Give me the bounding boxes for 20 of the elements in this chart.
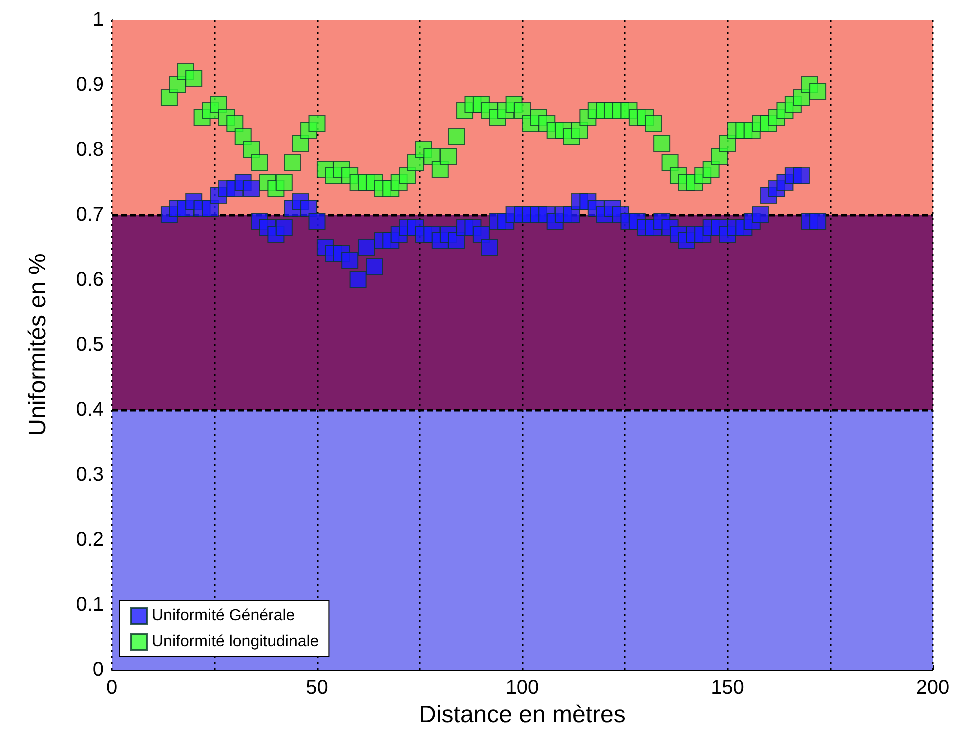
y-tick-label: 0.8 bbox=[76, 139, 104, 161]
x-tick-label: 0 bbox=[106, 677, 118, 699]
y-tick-label: 0.7 bbox=[76, 204, 104, 226]
y-tick-label: 0 bbox=[92, 659, 104, 681]
y-tick-label: 1 bbox=[92, 9, 104, 31]
x-tick-label: 200 bbox=[916, 677, 950, 699]
y-tick-label: 0.1 bbox=[76, 594, 104, 616]
x-tick-label: 150 bbox=[711, 677, 744, 699]
legend-label: Uniformité longitudinale bbox=[152, 634, 320, 650]
legend-label: Uniformité Générale bbox=[152, 608, 296, 624]
x-tick-label: 100 bbox=[506, 677, 540, 699]
x-axis-title: Distance en mètres bbox=[419, 701, 626, 728]
y-tick-label: 0.4 bbox=[76, 399, 104, 421]
x-tick-label: 50 bbox=[306, 677, 328, 699]
y-tick-label: 0.6 bbox=[76, 269, 104, 291]
y-tick-label: 0.9 bbox=[76, 74, 104, 96]
y-tick-label: 0.5 bbox=[76, 334, 104, 356]
y-tick-label: 0.3 bbox=[76, 464, 104, 486]
y-axis-title: Uniformités en % bbox=[24, 254, 52, 436]
y-tick-label: 0.2 bbox=[76, 529, 104, 551]
